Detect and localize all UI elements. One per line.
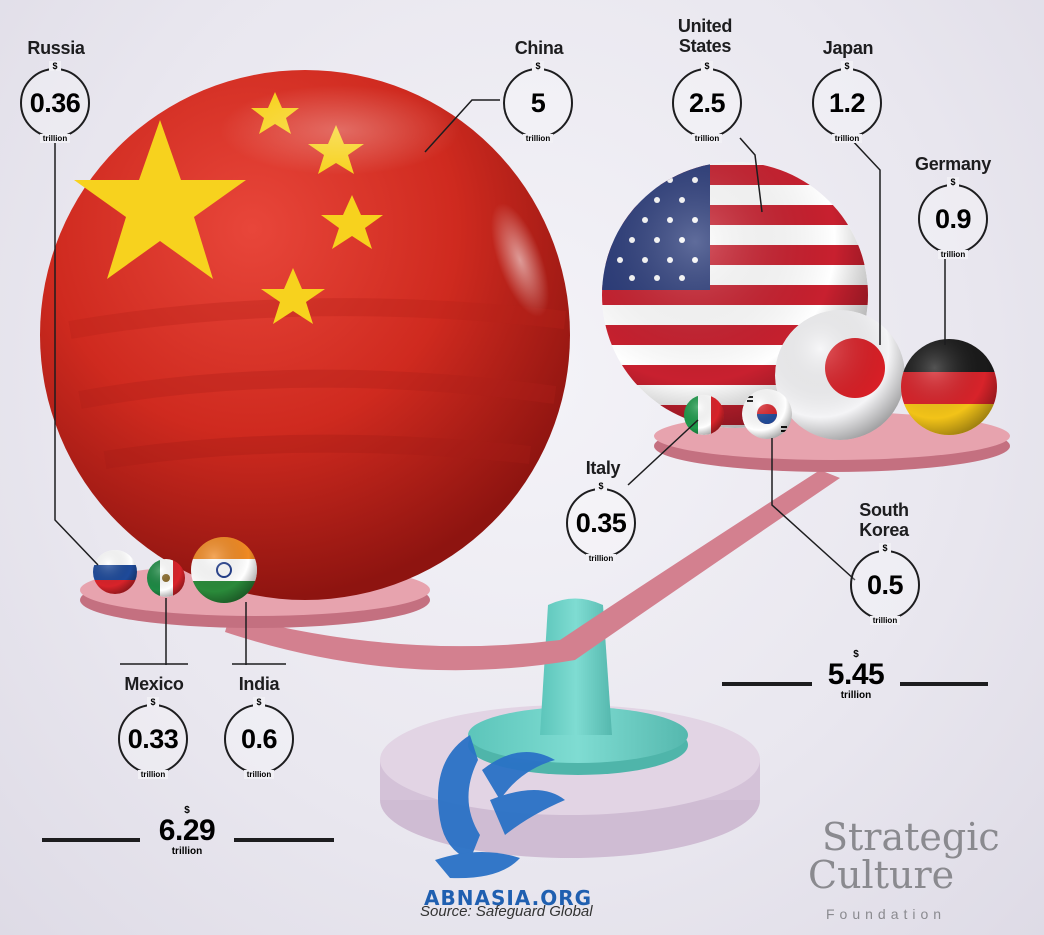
leader-lines: [54, 99, 946, 665]
unit-label: trillion: [137, 770, 169, 779]
left-total-value: 6.29: [158, 814, 216, 847]
currency-symbol: $: [253, 697, 265, 707]
italy-ball: [684, 395, 724, 435]
germany-value: 0.9: [934, 203, 972, 234]
india-label: India: [238, 674, 280, 694]
left-total-unit: trillion: [171, 846, 203, 857]
left-total-currency: $: [184, 805, 190, 816]
right-total-value: 5.45: [827, 658, 885, 691]
currency-symbol: $: [879, 543, 891, 553]
mexico-value-badge: $ 0.33 trillion: [118, 697, 188, 779]
source-note: Source: Safeguard Global: [420, 903, 593, 920]
china-big-star: [74, 120, 246, 279]
us-value: 2.5: [688, 87, 726, 118]
germany-value-badge: $ 0.9 trillion: [918, 177, 988, 259]
brand-line2: Culture: [808, 853, 955, 897]
japan-value: 1.2: [828, 87, 866, 118]
brand-line3: Foundation: [826, 906, 947, 922]
germany-label: Germany: [915, 154, 991, 174]
left-total-line-left: [42, 838, 140, 842]
south-korea-ball: [742, 389, 792, 439]
south-korea-label-line2: Korea: [859, 520, 909, 540]
left-total: $ 6.29 trillion: [140, 805, 234, 857]
currency-symbol: $: [701, 61, 713, 71]
china-sphere: [40, 70, 570, 600]
italy-label: Italy: [585, 458, 621, 478]
japan-value-badge: $ 1.2 trillion: [812, 61, 882, 143]
india-value-badge: $ 0.6 trillion: [224, 697, 294, 779]
unit-label: trillion: [831, 134, 863, 143]
unit-label: trillion: [937, 250, 969, 259]
china-value: 5: [530, 87, 546, 118]
unit-label: trillion: [243, 770, 275, 779]
china-small-star-3: [321, 195, 383, 249]
abnasia-logo-icon: [435, 735, 565, 879]
right-total: $ 5.45 trillion: [812, 649, 900, 701]
currency-symbol: $: [947, 177, 959, 187]
south-korea-value: 0.5: [866, 569, 904, 600]
leader-south-korea: [771, 438, 856, 581]
leader-us: [739, 137, 763, 213]
india-value: 0.6: [240, 723, 278, 754]
germany-sphere: [901, 339, 997, 435]
right-total-currency: $: [853, 649, 859, 660]
south-korea-label: South Korea: [842, 500, 926, 540]
italy-value: 0.35: [575, 507, 627, 538]
japan-sphere: [775, 310, 905, 440]
right-total-unit: trillion: [840, 690, 872, 701]
right-total-line-left: [722, 682, 812, 686]
currency-symbol: $: [532, 61, 544, 71]
right-total-line-right: [900, 682, 988, 686]
currency-symbol: $: [147, 697, 159, 707]
russia-value-badge: $ 0.36 trillion: [20, 61, 90, 143]
us-value-badge: $ 2.5 trillion: [672, 61, 742, 143]
south-korea-value-badge: $ 0.5 trillion: [850, 543, 920, 625]
unit-label: trillion: [522, 134, 554, 143]
us-label-line2: States: [678, 36, 732, 56]
us-label-line1: United: [677, 16, 733, 36]
mexico-value: 0.33: [127, 723, 179, 754]
south-korea-label-line1: South: [859, 500, 909, 520]
unit-label: trillion: [869, 616, 901, 625]
leader-china: [424, 99, 500, 153]
left-total-line-right: [234, 838, 334, 842]
unit-label: trillion: [585, 554, 617, 563]
brand-line1: Strategic: [822, 815, 1000, 859]
abnasia-watermark: ABNASIA.ORG: [424, 886, 593, 910]
currency-symbol: $: [49, 61, 61, 71]
russia-value: 0.36: [29, 87, 81, 118]
mexico-ball: [147, 559, 185, 597]
japan-label: Japan: [822, 38, 874, 58]
us-label: United States: [660, 16, 750, 56]
leader-japan: [849, 137, 881, 345]
china-label: China: [514, 38, 564, 58]
currency-symbol: $: [595, 481, 607, 491]
china-small-star-4: [261, 268, 325, 324]
india-ball: [191, 537, 257, 603]
unit-label: trillion: [39, 134, 71, 143]
leader-italy: [627, 419, 699, 486]
italy-value-badge: $ 0.35 trillion: [566, 481, 636, 563]
unit-label: trillion: [691, 134, 723, 143]
mexico-label: Mexico: [124, 674, 184, 694]
china-value-badge: $ 5 trillion: [503, 61, 573, 143]
russia-ball: [93, 550, 137, 594]
leader-russia: [54, 140, 99, 566]
currency-symbol: $: [841, 61, 853, 71]
russia-label: Russia: [27, 38, 85, 58]
